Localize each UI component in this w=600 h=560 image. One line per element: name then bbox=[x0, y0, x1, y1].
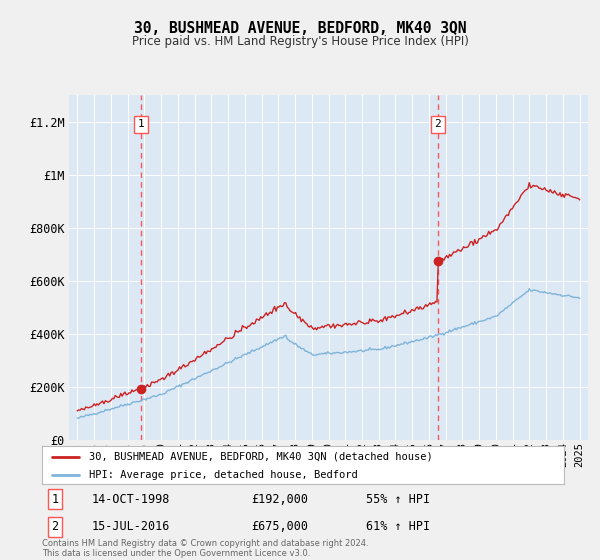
Text: 15-JUL-2016: 15-JUL-2016 bbox=[92, 520, 170, 533]
Text: 55% ↑ HPI: 55% ↑ HPI bbox=[365, 493, 430, 506]
Text: 1: 1 bbox=[52, 493, 59, 506]
Text: Price paid vs. HM Land Registry's House Price Index (HPI): Price paid vs. HM Land Registry's House … bbox=[131, 35, 469, 48]
Text: 61% ↑ HPI: 61% ↑ HPI bbox=[365, 520, 430, 533]
Text: 30, BUSHMEAD AVENUE, BEDFORD, MK40 3QN: 30, BUSHMEAD AVENUE, BEDFORD, MK40 3QN bbox=[134, 21, 466, 36]
Text: 2: 2 bbox=[434, 119, 442, 129]
Text: HPI: Average price, detached house, Bedford: HPI: Average price, detached house, Bedf… bbox=[89, 470, 358, 480]
Text: 2: 2 bbox=[52, 520, 59, 533]
Text: 14-OCT-1998: 14-OCT-1998 bbox=[92, 493, 170, 506]
Text: 1: 1 bbox=[137, 119, 144, 129]
Text: £675,000: £675,000 bbox=[251, 520, 308, 533]
Text: Contains HM Land Registry data © Crown copyright and database right 2024.
This d: Contains HM Land Registry data © Crown c… bbox=[42, 539, 368, 558]
Text: £192,000: £192,000 bbox=[251, 493, 308, 506]
Text: 30, BUSHMEAD AVENUE, BEDFORD, MK40 3QN (detached house): 30, BUSHMEAD AVENUE, BEDFORD, MK40 3QN (… bbox=[89, 452, 433, 462]
